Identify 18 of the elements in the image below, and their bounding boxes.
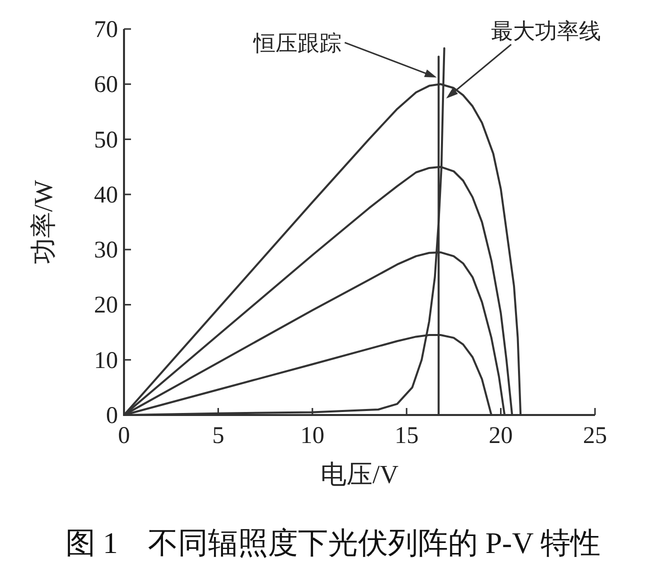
y-tick-label: 60 [94,72,118,98]
y-axis-title: 功率/W [29,180,58,264]
x-tick-label: 25 [583,423,607,449]
y-tick-label: 30 [94,238,118,264]
y-tick-label: 70 [94,17,118,43]
y-tick-label: 50 [94,127,118,154]
y-tick-label: 10 [94,348,118,374]
x-tick-label: 15 [394,423,419,449]
y-tick-label: 40 [94,182,118,208]
y-tick-label: 20 [94,292,118,319]
text: 图 1 不同辐照度下光伏列阵的 P-V 特性 [65,527,601,560]
x-tick-label: 20 [488,423,513,449]
x-axis-title: 电压/V [320,460,399,489]
annotation: 恒压跟踪 [252,30,342,56]
annotation: 最大功率线 [491,18,602,44]
x-tick-label: 10 [300,423,324,449]
x-tick-label: 5 [212,423,224,449]
y-tick-label: 0 [106,403,118,429]
